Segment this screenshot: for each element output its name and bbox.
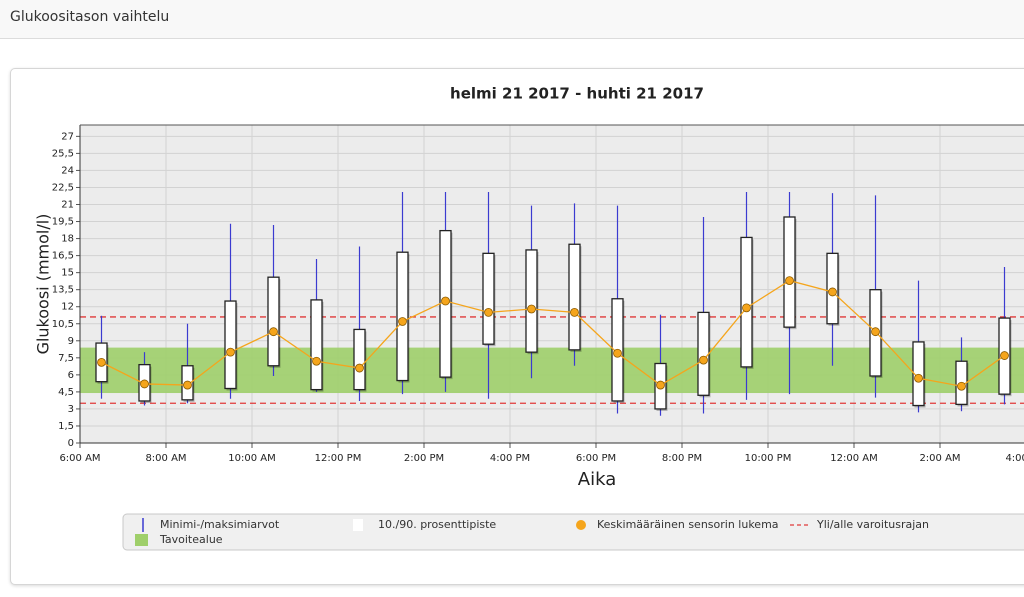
legend-label: Tavoitealue [159,533,223,546]
y-tick-label: 13,5 [52,285,74,296]
mean-point [527,304,536,314]
mean-point [699,355,708,365]
page-title: Glukoositason vaihtelu [10,9,170,25]
percentile-box [525,249,538,353]
percentile-box [353,328,366,391]
y-tick-label: 16,5 [52,251,74,262]
x-tick-label: 6:00 PM [576,453,616,464]
y-tick-label: 6 [68,370,74,381]
legend-icon [353,519,363,531]
percentile-box [740,236,753,368]
mean-point [312,356,321,366]
mean-point [226,347,235,357]
x-tick-label: 4:00 AM [1005,453,1024,464]
x-tick-label: 10:00 PM [745,453,792,464]
y-tick-label: 12 [61,302,74,313]
mean-point [957,381,966,391]
percentile-box [396,251,409,382]
mean-point [914,373,923,383]
legend-box [122,513,1024,551]
mean-point [183,380,192,390]
x-tick-label: 8:00 PM [662,453,702,464]
header: Glukoositason vaihtelu [0,0,1024,39]
mean-point [656,380,665,390]
percentile-box [568,243,581,351]
y-tick-label: 24 [61,165,74,176]
mean-point [570,307,579,317]
y-tick-label: 15 [61,268,74,279]
y-tick-label: 3 [68,404,74,415]
percentile-box [224,300,237,390]
percentile-box [697,311,710,396]
y-tick-label: 10,5 [52,319,74,330]
y-tick-label: 9 [68,336,74,347]
mean-point [871,327,880,337]
mean-point [269,327,278,337]
x-tick-label: 12:00 AM [830,453,877,464]
y-tick-label: 18 [61,234,74,245]
percentile-box [310,299,323,391]
mean-point [140,379,149,389]
mean-point [1000,351,1009,360]
mean-point [828,287,837,297]
y-tick-label: 0 [68,438,74,449]
y-tick-label: 25,5 [52,148,74,159]
percentile-box [912,341,925,407]
chart-title: helmi 21 2017 - huhti 21 2017 [450,85,704,103]
y-tick-label: 1,5 [58,421,74,432]
mean-point [441,296,450,306]
mean-point [97,357,106,367]
percentile-box [783,216,796,328]
mean-point [742,303,751,313]
x-axis-label: Aika [578,469,616,490]
x-tick-label: 12:00 PM [315,453,362,464]
mean-point [398,317,407,326]
x-tick-label: 10:00 AM [228,453,275,464]
y-tick-label: 19,5 [52,217,74,228]
y-tick-label: 4,5 [58,387,74,398]
legend-label: Yli/alle varoitusrajan [816,518,929,531]
plot-background [80,125,1024,443]
y-axis-label: Glukoosi (mmol/l) [34,214,53,355]
mean-line [101,279,1005,387]
y-tick-label: 27 [61,131,74,142]
mean-point [785,276,794,285]
target-range [80,347,1024,394]
mean-point [613,348,622,358]
legend-label: Minimi-/maksimiarvot [160,518,280,531]
y-tick-label: 7,5 [58,353,74,364]
x-tick-label: 6:00 AM [59,453,100,464]
legend-icon [135,534,148,546]
y-tick-label: 22,5 [52,182,74,193]
legend-label: 10./90. prosenttipiste [378,518,496,531]
mean-point [484,307,493,317]
mean-point [355,363,364,373]
y-tick-label: 21 [61,200,74,211]
percentile-box [267,276,280,367]
x-tick-label: 8:00 AM [145,453,186,464]
percentile-box [482,252,495,345]
legend-label: Keskimääräinen sensorin lukema [597,518,779,531]
x-tick-label: 2:00 PM [404,453,444,464]
legend-icon [576,520,586,530]
x-tick-label: 4:00 PM [490,453,530,464]
x-tick-label: 2:00 AM [919,453,960,464]
